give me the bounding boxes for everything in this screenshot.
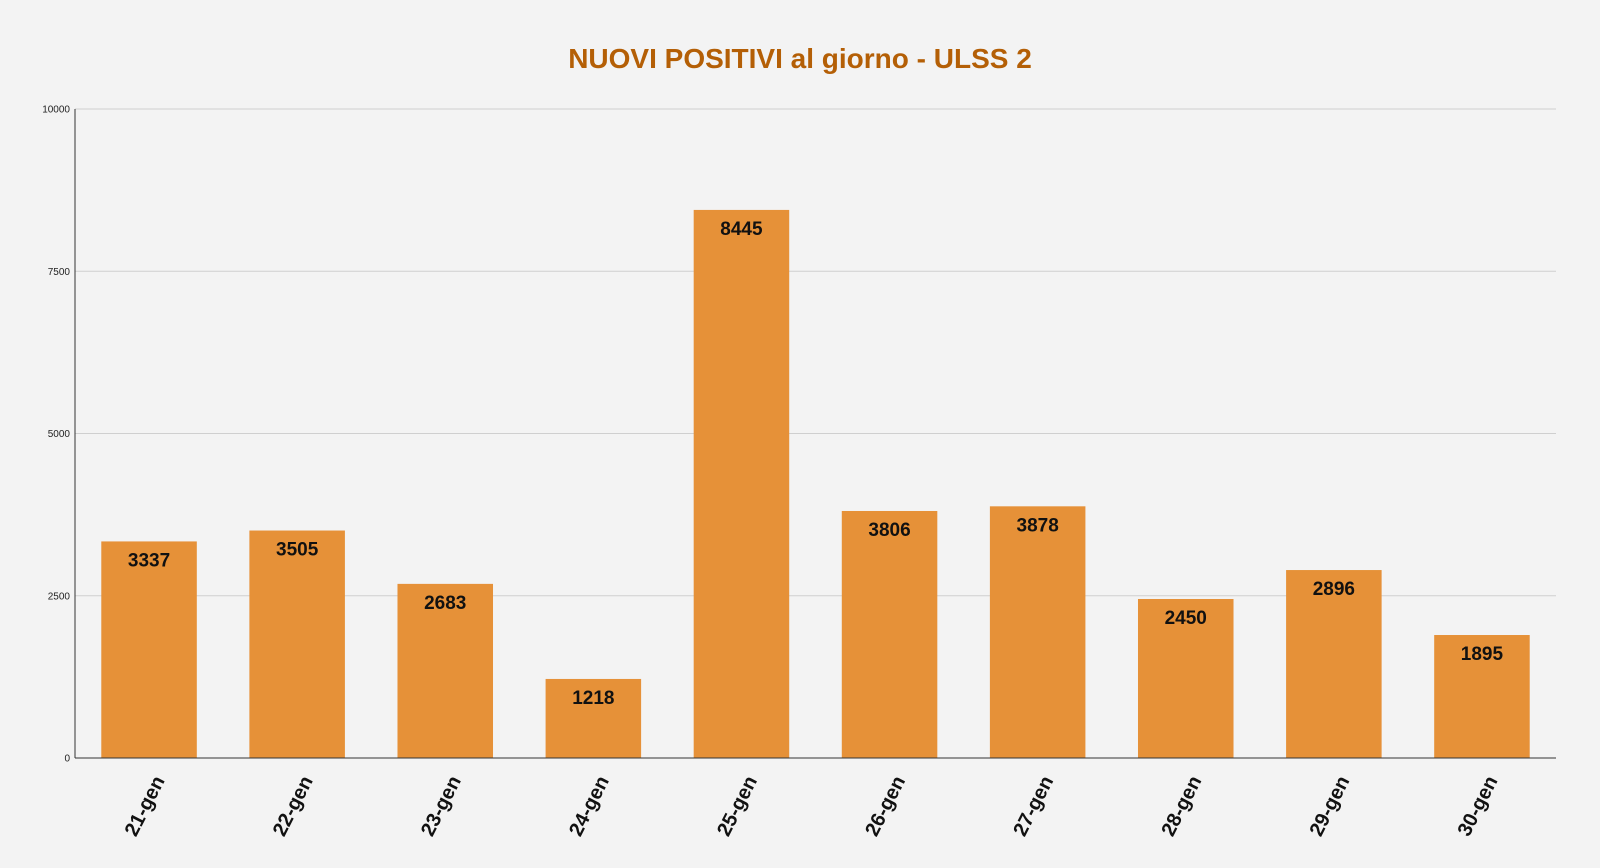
x-tick-label: 27-gen — [1009, 772, 1058, 839]
bar-25-gen — [693, 209, 790, 758]
x-tick-label: 23-gen — [417, 772, 466, 839]
x-tick-label: 25-gen — [713, 772, 762, 839]
x-tick-label: 30-gen — [1454, 772, 1503, 839]
data-label: 1895 — [1461, 644, 1504, 665]
x-tick-label: 21-gen — [121, 772, 170, 839]
bar-26-gen — [841, 510, 938, 758]
x-tick-label: 29-gen — [1306, 772, 1355, 839]
bar-27-gen — [989, 506, 1086, 758]
y-tick-label: 2500 — [48, 591, 71, 602]
data-label: 2896 — [1313, 579, 1355, 600]
data-label: 2450 — [1165, 608, 1207, 629]
gridlines — [75, 108, 1556, 597]
data-label: 3806 — [868, 520, 910, 541]
bar-24-gen — [545, 678, 642, 758]
x-tick-label: 24-gen — [565, 772, 614, 839]
data-label: 3878 — [1017, 515, 1059, 536]
y-tick-label: 7500 — [48, 267, 71, 278]
bar-29-gen — [1286, 570, 1382, 758]
bars — [101, 209, 1530, 758]
x-tick-label: 28-gen — [1157, 772, 1206, 839]
data-label: 3337 — [128, 550, 170, 571]
chart-title: NUOVI POSITIVI al giorno - ULSS 2 — [568, 43, 1032, 74]
y-tick-label: 0 — [64, 754, 70, 765]
bar-30-gen — [1434, 635, 1530, 758]
y-tick-label: 10000 — [42, 105, 70, 116]
data-label: 3505 — [276, 540, 319, 561]
x-tick-label: 26-gen — [861, 772, 910, 839]
y-axis-ticks: 0 2500 5000 7500 10000 — [42, 105, 70, 765]
y-tick-label: 5000 — [48, 429, 71, 440]
data-labels: 3337 3505 2683 1218 8445 3806 3878 2450 2896 1895 — [128, 219, 1504, 709]
bar-21-gen — [101, 541, 197, 758]
data-label: 1218 — [572, 688, 614, 709]
data-label: 2683 — [424, 593, 466, 614]
x-axis-categories: 21-gen 22-gen 23-gen 24-gen 25-gen 26-gen 27-g… — [121, 772, 1503, 839]
bar-22-gen — [249, 530, 345, 758]
x-tick-label: 22-gen — [269, 772, 318, 839]
bar-23-gen — [397, 583, 494, 758]
data-label: 8445 — [720, 219, 763, 240]
bar-28-gen — [1137, 598, 1234, 758]
